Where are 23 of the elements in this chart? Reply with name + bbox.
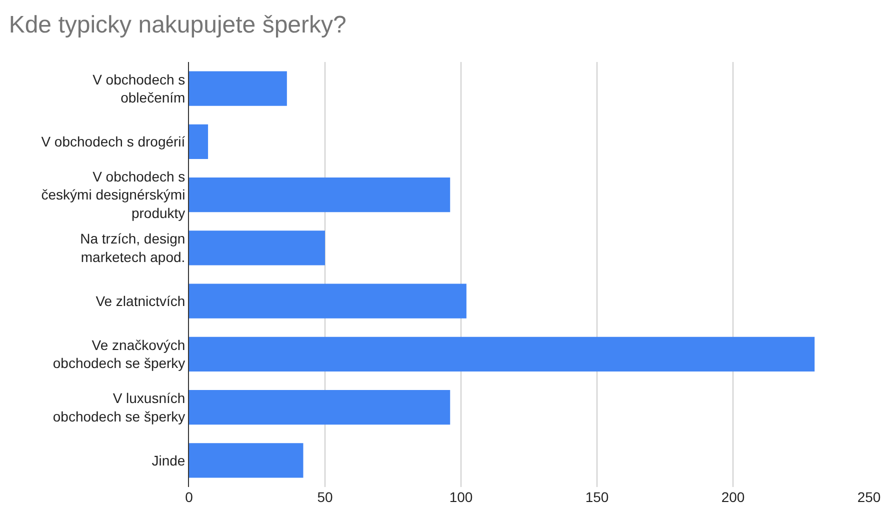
x-tick-label: 250 [857, 489, 881, 505]
x-tick-label: 150 [585, 489, 609, 505]
x-tick-label: 0 [185, 489, 194, 505]
y-tick-label: V obchodech s českými designérskými produkty [41, 168, 186, 221]
x-tick-label: 200 [721, 489, 745, 505]
y-tick-label: Ve značkových obchodech se šperky [52, 336, 186, 372]
bar [189, 178, 450, 212]
y-tick-label: V luxusních obchodech se šperky [52, 390, 186, 424]
y-tick-label: Jinde [152, 452, 186, 468]
bar [189, 390, 450, 425]
bar [189, 336, 815, 372]
x-tick-label: 50 [317, 489, 333, 505]
y-tick-label: V obchodech s oblečením [92, 71, 186, 106]
bar [189, 284, 466, 318]
bar [189, 71, 287, 106]
bar [189, 230, 325, 266]
x-tick-label: 100 [449, 489, 473, 505]
bar [189, 124, 208, 159]
y-tick-label: V obchodech s drogérií [41, 134, 186, 150]
bar [189, 443, 304, 478]
y-tick-label: Na trzích, design marketech apod. [80, 230, 186, 265]
chart-title: Kde typicky nakupujete šperky? [8, 11, 346, 38]
y-tick-label: Ve zlatnictvích [96, 292, 186, 309]
